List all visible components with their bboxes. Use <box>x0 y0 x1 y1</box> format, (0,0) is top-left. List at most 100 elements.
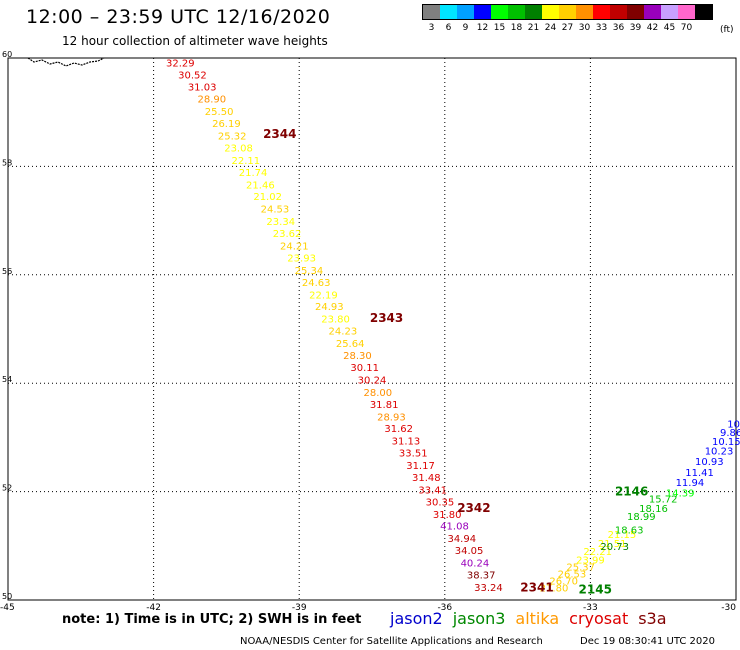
wave-height-value: 23.08 <box>224 143 253 154</box>
wave-height-value: 33.24 <box>474 583 503 594</box>
wave-height-value: 21.51 <box>598 539 627 550</box>
legend-swatch <box>508 5 525 19</box>
wave-height-value: 30.24 <box>358 375 387 386</box>
wave-height-value: 26.53 <box>558 569 587 580</box>
legend-swatch <box>576 5 593 19</box>
wave-height-value: 10.23 <box>705 446 734 457</box>
wave-height-value: 22.11 <box>231 156 260 167</box>
track-label: 2146 <box>615 485 648 499</box>
wave-height-value: 15.72 <box>649 495 678 506</box>
legend-swatch <box>542 5 559 19</box>
legend-label: 45 <box>663 23 676 33</box>
track-label: 2145 <box>579 583 612 597</box>
satellite-key: jason2 jason3 altika cryosat s3a <box>390 609 677 628</box>
track-label: 2343 <box>370 311 403 325</box>
wave-height-value: 33.41 <box>418 485 447 496</box>
legend-swatch <box>491 5 508 19</box>
lon-tick-label: -30 <box>721 603 736 613</box>
wave-height-legend: 3 6 9 12 15 18 21 24 27 30 33 36 39 42 45 70 (ft) <box>422 4 734 35</box>
wave-height-value: 28.93 <box>377 412 406 423</box>
satellite-name: jason3 <box>452 609 506 628</box>
wave-height-value: 25.34 <box>295 266 324 277</box>
map-title: 12:00 – 23:59 UTC 12/16/2020 <box>26 6 331 28</box>
wave-height-value: 38.37 <box>467 571 496 582</box>
wave-height-value: 10.15 <box>712 437 740 448</box>
wave-height-value: 10.93 <box>695 457 724 468</box>
wave-height-value: 28.00 <box>364 388 393 399</box>
satellite-name: jason2 <box>390 609 443 628</box>
legend-label: 15 <box>493 23 506 33</box>
wave-height-value: 18.63 <box>615 526 644 537</box>
wave-height-value: 21.15 <box>608 530 637 541</box>
legend-label: 70 <box>680 23 693 33</box>
legend-swatch <box>627 5 644 19</box>
legend-swatch <box>661 5 678 19</box>
legend-swatch <box>525 5 542 19</box>
lat-tick-label: 56 <box>2 267 12 276</box>
track-label: 2341 <box>520 581 553 595</box>
legend-labels: 3 6 9 12 15 18 21 24 27 30 33 36 39 42 45 70 <box>422 23 713 35</box>
wave-height-value: 31.80 <box>433 510 462 521</box>
legend-swatch <box>559 5 576 19</box>
legend-label: 12 <box>476 23 489 33</box>
coastline <box>27 57 105 67</box>
legend-swatch <box>474 5 491 19</box>
wave-height-value: 26.70 <box>549 576 578 587</box>
legend-label: 6 <box>445 23 452 33</box>
legend-swatch <box>593 5 610 19</box>
wave-height-value: 23.80 <box>321 315 350 326</box>
lon-tick-label: -42 <box>146 603 161 613</box>
legend-swatch <box>610 5 627 19</box>
wave-height-value: 14.39 <box>666 489 695 500</box>
legend-label: 24 <box>544 23 557 33</box>
legend-label: 27 <box>561 23 574 33</box>
map-subtitle: 12 hour collection of altimeter wave hei… <box>62 34 328 48</box>
generation-timestamp: Dec 19 08:30:41 UTC 2020 <box>580 636 715 647</box>
wave-height-value: 30.11 <box>350 363 379 374</box>
wave-height-value: 31.13 <box>392 437 421 448</box>
lat-tick-label: 52 <box>2 484 12 493</box>
legend-color-scale <box>422 4 713 20</box>
wave-height-value: 23.99 <box>576 555 605 566</box>
wave-height-value: 23.93 <box>287 253 316 264</box>
wave-height-value: 26.19 <box>212 119 241 130</box>
wave-height-value: 31.81 <box>370 400 399 411</box>
wave-height-value: 25.37 <box>566 562 595 573</box>
wave-height-value: 18.16 <box>639 504 668 515</box>
wave-height-value: 9.86 <box>720 428 740 439</box>
legend-swatch <box>457 5 474 19</box>
lat-tick-label: 60 <box>2 50 12 59</box>
footer-note: note: 1) Time is in UTC; 2) SWH is in fe… <box>62 612 362 627</box>
wave-height-value: 24.21 <box>280 242 309 253</box>
legend-label: 30 <box>578 23 591 33</box>
wave-height-value: 11.94 <box>676 478 705 489</box>
legend-swatch <box>678 5 695 19</box>
legend-label: 39 <box>629 23 642 33</box>
lon-tick-label: -39 <box>292 603 307 613</box>
wave-height-value: 24.23 <box>329 327 358 338</box>
wave-height-value: 28.90 <box>198 95 227 106</box>
lon-tick-label: -33 <box>583 603 598 613</box>
wave-height-value: 33.51 <box>399 449 428 460</box>
wave-height-value: 23.34 <box>266 217 295 228</box>
satellite-name: s3a <box>638 609 667 628</box>
credit-line: NOAA/NESDIS Center for Satellite Applica… <box>240 636 543 647</box>
wave-height-value: 20.73 <box>600 542 629 553</box>
legend-label: 18 <box>510 23 523 33</box>
wave-height-value: 21.46 <box>246 180 275 191</box>
legend-label: 3 <box>428 23 435 33</box>
wave-height-value: 25.32 <box>218 132 247 143</box>
lon-tick-label: -45 <box>0 603 15 613</box>
lon-tick-label: -36 <box>437 603 452 613</box>
legend-label: 36 <box>612 23 625 33</box>
wave-height-value: 21.02 <box>253 192 282 203</box>
wave-height-value: 25.50 <box>205 107 234 118</box>
wave-height-value: 30.35 <box>426 497 455 508</box>
track-label: 2344 <box>263 127 296 141</box>
lat-tick-label: 50 <box>2 592 12 601</box>
lat-tick-label: 54 <box>2 375 12 384</box>
legend-swatch <box>695 5 712 19</box>
wave-height-value: 32.29 <box>166 58 195 69</box>
wave-height-value: 31.17 <box>406 461 435 472</box>
